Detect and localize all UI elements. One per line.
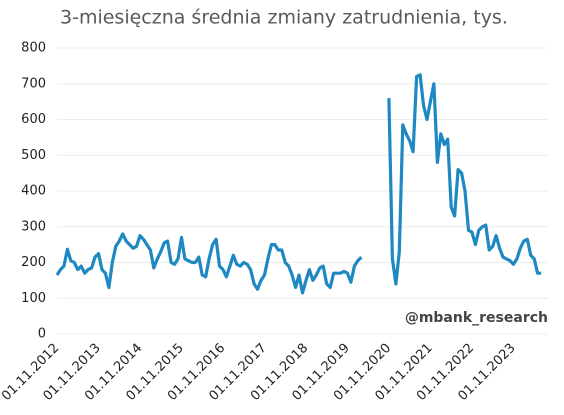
- y-tick-label: 100: [21, 291, 46, 306]
- y-tick-label: 300: [21, 219, 46, 234]
- y-tick-label: 0: [38, 327, 46, 342]
- y-tick-label: 200: [21, 255, 46, 270]
- data-line: [55, 73, 542, 295]
- y-tick-label: 800: [21, 41, 46, 56]
- watermark: @mbank_research: [405, 310, 548, 326]
- chart-title: 3-miesięczna średnia zmiany zatrudnienia…: [60, 7, 508, 29]
- y-tick-label: 500: [21, 148, 46, 163]
- y-tick-label: 600: [21, 112, 46, 127]
- y-tick-label: 400: [21, 184, 46, 199]
- y-tick-label: 700: [21, 76, 46, 91]
